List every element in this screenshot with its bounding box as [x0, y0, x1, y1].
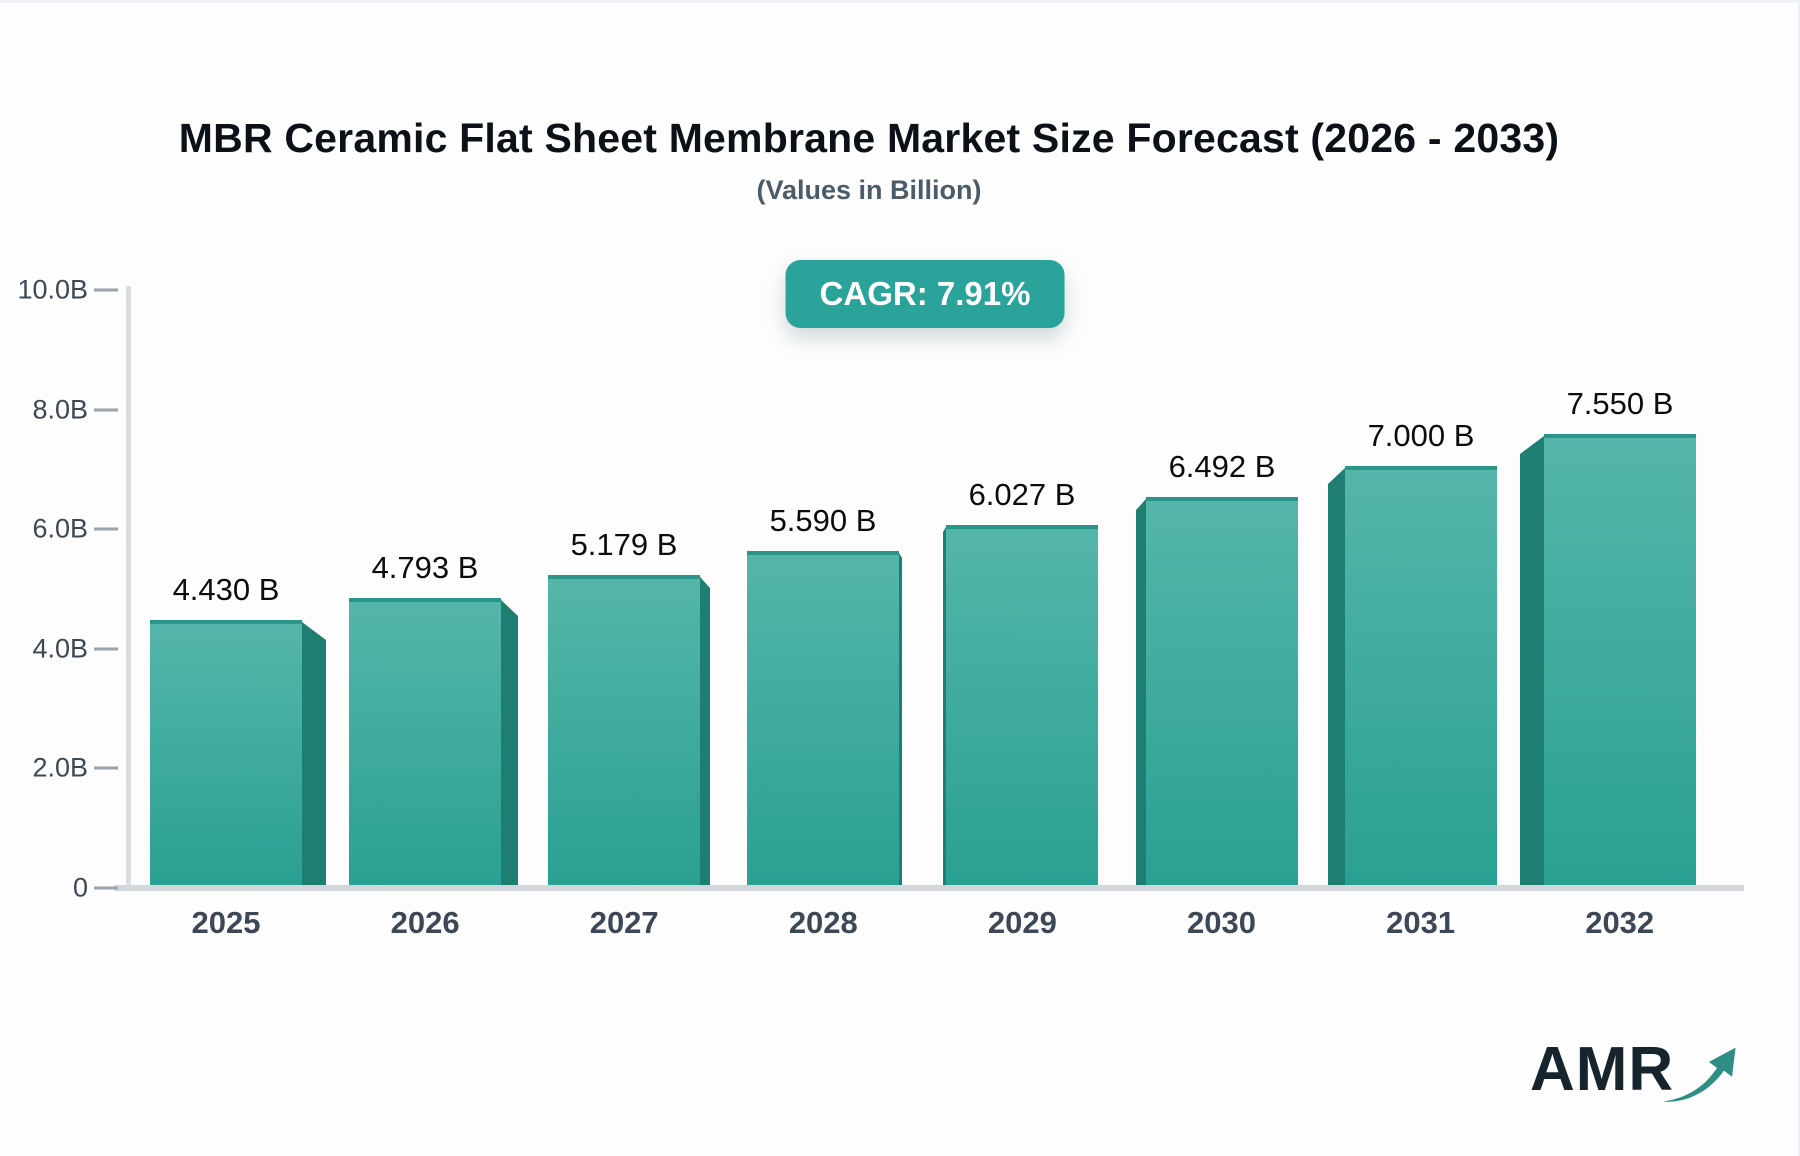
x-label-2032: 2032 — [1585, 905, 1655, 940]
growth-arrow-icon — [1660, 1045, 1742, 1112]
amr-logo: AMR — [1530, 1039, 1742, 1112]
bar-face — [548, 575, 700, 885]
x-label-2027: 2027 — [589, 905, 659, 940]
bar-3d-side — [700, 577, 710, 885]
bar-value-label: 4.793 B — [371, 550, 479, 585]
bar-3d-side — [1328, 468, 1345, 885]
chart-title: MBR Ceramic Flat Sheet Membrane Market S… — [178, 115, 1560, 161]
bar-3d-side — [943, 527, 946, 885]
y-tick-label: 2.0B — [32, 752, 88, 783]
x-label-2028: 2028 — [788, 905, 858, 940]
x-label-2026: 2026 — [390, 905, 460, 940]
bar-face — [1345, 466, 1497, 885]
y-tick-mark — [94, 527, 118, 531]
bar-2025: 4.430 B — [150, 572, 326, 885]
bar-3d-side — [302, 622, 326, 885]
bar-2029: 6.027 B — [943, 477, 1098, 885]
bar-value-label: 7.000 B — [1367, 418, 1475, 453]
bar-2030: 6.492 B — [1136, 449, 1298, 885]
bar-2026: 4.793 B — [349, 550, 518, 885]
bar-face — [349, 598, 501, 885]
bar-3d-side — [899, 553, 902, 885]
bar-value-label: 5.590 B — [769, 503, 877, 538]
bar-face — [1146, 497, 1298, 885]
y-tick-label: 0 — [72, 872, 88, 903]
bar-value-label: 7.550 B — [1566, 386, 1674, 421]
y-tick-mark — [94, 408, 118, 412]
bar-2031: 7.000 B — [1328, 418, 1497, 885]
bar-2028: 5.590 B — [747, 503, 902, 885]
x-label-2030: 2030 — [1187, 905, 1256, 940]
x-label-2025: 2025 — [191, 905, 261, 940]
bar-value-label: 5.179 B — [570, 527, 678, 562]
bar-face — [946, 525, 1098, 885]
x-label-2031: 2031 — [1386, 905, 1456, 940]
y-tick-mark — [94, 766, 118, 770]
cagr-badge: CAGR: 7.91% — [785, 260, 1065, 328]
y-tick-label: 8.0B — [32, 394, 88, 425]
bar-2027: 5.179 B — [548, 527, 710, 885]
bar-face — [1544, 434, 1696, 885]
x-label-2029: 2029 — [987, 905, 1057, 940]
amr-logo-text: AMR — [1530, 1035, 1675, 1104]
bar-value-label: 4.430 B — [172, 572, 280, 607]
y-tick-label: 10.0B — [17, 274, 88, 305]
y-tick-label: 6.0B — [32, 513, 88, 544]
y-axis-line — [126, 286, 131, 890]
y-tick-mark — [94, 288, 118, 292]
bar-face — [747, 551, 899, 885]
bar-3d-side — [501, 600, 518, 885]
x-axis-line — [114, 885, 1744, 891]
bar-3d-side — [1520, 436, 1544, 885]
bar-value-label: 6.027 B — [968, 477, 1076, 512]
bar-3d-side — [1136, 499, 1146, 885]
bar-2032: 7.550 B — [1520, 386, 1696, 885]
y-tick-mark — [94, 647, 118, 651]
y-tick-mark — [94, 886, 118, 890]
bar-face — [150, 620, 302, 885]
y-tick-label: 4.0B — [32, 633, 88, 664]
bar-value-label: 6.492 B — [1168, 449, 1276, 484]
chart-subtitle: (Values in Billion) — [756, 175, 982, 205]
